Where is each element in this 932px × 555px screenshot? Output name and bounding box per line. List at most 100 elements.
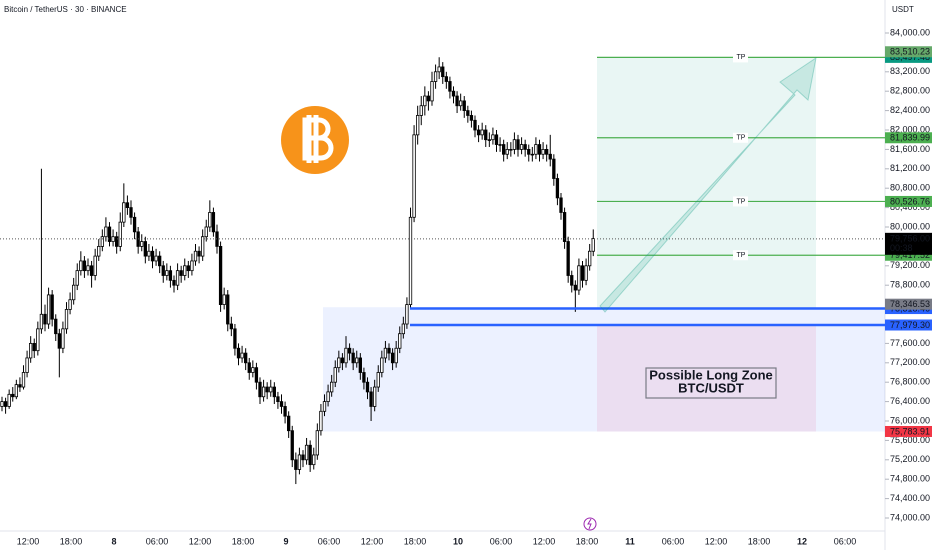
candle-body (566, 241, 570, 276)
candle-body (330, 381, 334, 393)
candle-body (308, 444, 312, 466)
candle-body (512, 139, 517, 150)
candle-body (140, 241, 144, 247)
candle-body (14, 384, 18, 398)
candle-body (534, 144, 538, 155)
candle-body (290, 430, 294, 461)
y-tick-label: 80,400.00 (890, 202, 930, 212)
x-tick-label: 12:00 (533, 536, 556, 546)
tp-label-bg (733, 250, 748, 261)
zone-subtitle: BTC/USDT (678, 380, 744, 395)
price-badge-label: 81,839.99 (890, 133, 930, 143)
candle-body (416, 115, 420, 136)
candle-body (577, 265, 581, 291)
candle-body (122, 202, 126, 223)
risk-zone (597, 325, 816, 432)
tp-label: TP (737, 54, 746, 61)
y-tick-label: 74,800.00 (890, 474, 930, 484)
candle-body (276, 396, 280, 402)
candle-body (204, 226, 208, 238)
y-tick-label: 81,600.00 (890, 144, 930, 154)
candle-body (459, 100, 463, 107)
y-tick-label: 76,000.00 (890, 415, 930, 425)
candle-body (369, 391, 373, 407)
candle-body (168, 270, 173, 281)
candle-body (46, 294, 51, 325)
price-badge-label: 77,979.30 (890, 320, 930, 330)
candle-body (401, 323, 405, 335)
candle-body (115, 236, 119, 247)
candle-body (240, 352, 244, 359)
candle-body (304, 444, 309, 461)
candles (0, 57, 595, 485)
candle-body (441, 66, 445, 78)
candle-body (172, 279, 176, 286)
candle-body (32, 342, 36, 352)
candle-body (258, 381, 262, 398)
tp-label: TP (737, 198, 746, 205)
candle-body (527, 148, 531, 155)
candle-body (451, 90, 456, 97)
event-bolt (587, 518, 592, 530)
x-tick-label: 12:00 (361, 536, 384, 546)
candle-body (301, 454, 305, 461)
price-badge (885, 46, 932, 58)
zones (323, 57, 885, 432)
candle-body (412, 134, 416, 218)
candle-body (473, 119, 477, 131)
candle-body (448, 81, 452, 92)
candle-body (383, 347, 388, 359)
candle-body (7, 393, 11, 407)
candle-body (18, 384, 22, 388)
candle-body (107, 226, 112, 242)
candle-body (208, 212, 212, 228)
candle-body (580, 265, 585, 281)
candle-body (72, 284, 76, 301)
x-tick-label: 06:00 (318, 536, 341, 546)
y-tick-label: 82,000.00 (890, 124, 930, 134)
candle-body (3, 401, 8, 407)
candle-body (394, 347, 398, 364)
candle-body (236, 347, 241, 359)
candle-body (433, 71, 438, 82)
last-price-label: 79,756.00 (890, 234, 930, 244)
candle-body (0, 401, 4, 407)
price-badge (885, 298, 932, 310)
candle-body (132, 216, 137, 233)
candle-body (430, 81, 434, 102)
x-tick-label: 18:00 (576, 536, 599, 546)
candle-body (244, 352, 248, 364)
currency: USDT (892, 5, 914, 14)
candle-body (505, 148, 509, 155)
x-tick-label: 06:00 (662, 536, 685, 546)
candle-body (519, 144, 524, 150)
candle-body (61, 328, 65, 349)
bitcoin-symbol (302, 115, 334, 163)
candle-body (516, 139, 520, 150)
candle-body (93, 255, 97, 276)
y-tick-label: 76,800.00 (890, 377, 930, 387)
candle-body (294, 459, 298, 470)
candle-body (570, 275, 574, 286)
candle-body (437, 66, 441, 73)
candle-body (50, 294, 54, 320)
candle-body (118, 221, 122, 247)
candle-body (279, 401, 284, 407)
candle-body (283, 406, 287, 417)
candle-body (462, 100, 466, 112)
price-badge (885, 425, 932, 437)
candle-body (86, 265, 90, 272)
candle-body (380, 357, 384, 373)
candle-body (573, 284, 577, 291)
x-tick-label: 18:00 (60, 536, 83, 546)
price-badge (885, 319, 932, 331)
price-badge (885, 195, 932, 207)
candle-body (125, 202, 130, 208)
candle-body (588, 250, 592, 267)
candle-body (344, 347, 348, 364)
x-tick-label: 06:00 (146, 536, 169, 546)
candle-body (39, 313, 44, 330)
candle-body (358, 357, 362, 373)
